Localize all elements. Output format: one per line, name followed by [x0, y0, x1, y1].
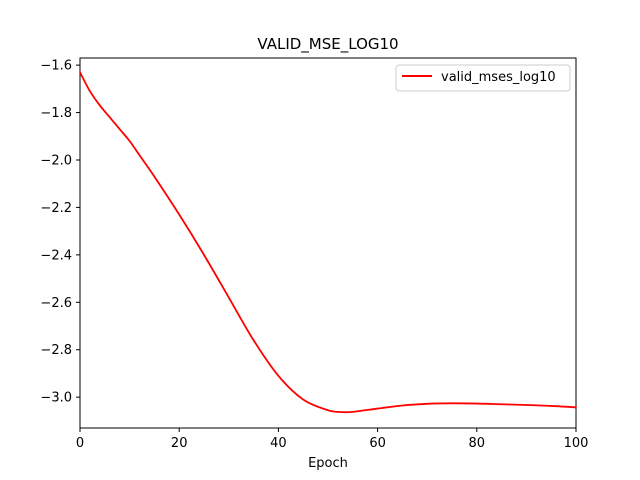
y-tick-label: −2.2	[40, 201, 72, 216]
x-tick-label: 80	[469, 436, 486, 451]
legend-box	[395, 64, 571, 92]
y-tick-label: −2.4	[40, 248, 72, 263]
y-tick-label: −1.6	[40, 59, 72, 74]
series-layer	[79, 71, 577, 414]
x-tick-label: 100	[564, 436, 589, 451]
x-axis-ticks: 0 20 40 60 80 100	[76, 428, 589, 451]
legend-label-valid-mses-log10: valid_mses_log10	[441, 70, 556, 85]
y-tick-label: −2.6	[40, 296, 72, 311]
x-axis-label: Epoch	[308, 456, 348, 471]
y-axis-ticks: −1.6 −1.8 −2.0 −2.2 −2.4 −2.6 −2.8 −3.0	[40, 59, 80, 406]
series-line-valid-mses-log10	[79, 71, 577, 414]
legend: valid_mses_log10	[395, 64, 571, 92]
x-tick-label: 40	[270, 436, 287, 451]
chart-title: VALID_MSE_LOG10	[257, 35, 398, 54]
x-tick-label: 60	[369, 436, 386, 451]
y-tick-label: −2.8	[40, 343, 72, 358]
y-tick-label: −3.0	[40, 391, 72, 406]
axes-frame	[79, 57, 577, 429]
y-tick-label: −2.0	[40, 153, 72, 168]
y-tick-label: −1.8	[40, 106, 72, 121]
x-tick-label: 20	[171, 436, 188, 451]
plot-area	[79, 57, 577, 429]
x-tick-label: 0	[76, 436, 84, 451]
